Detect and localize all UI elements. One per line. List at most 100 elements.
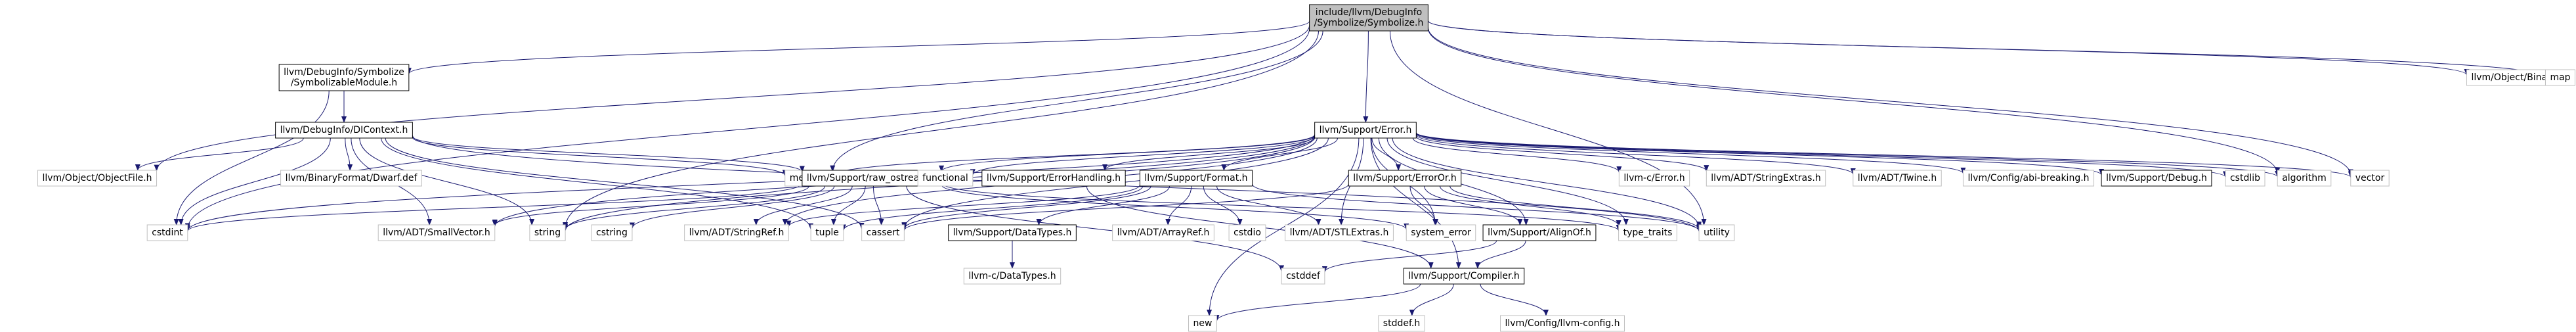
- node-string-extras-h: llvm/ADT/StringExtras.h: [1706, 170, 1826, 187]
- node-cassert: cassert: [861, 224, 905, 241]
- node-dicontext-h[interactable]: llvm/DebugInfo/DIContext.h: [275, 122, 413, 139]
- node-symbolize-h[interactable]: include/llvm/DebugInfo/Symbolize/Symboli…: [1309, 4, 1428, 32]
- node-box: [1314, 122, 1417, 139]
- node-label: llvm/BinaryFormat/Dwarf.def: [286, 173, 418, 183]
- node-box: [146, 224, 188, 241]
- node-label: algorithm: [2282, 173, 2327, 183]
- node-debug-h[interactable]: llvm/Support/Debug.h: [2101, 170, 2212, 187]
- edge-symbolize-h-to-utility: [1389, 30, 1707, 225]
- node-box: [1406, 224, 1476, 241]
- node-error-handling-h[interactable]: llvm/Support/ErrorHandling.h: [981, 170, 1126, 187]
- node-error-h[interactable]: llvm/Support/Error.h: [1314, 122, 1417, 139]
- node-c-data-types-h: llvm-c/DataTypes.h: [963, 268, 1062, 285]
- node-box: [275, 122, 413, 139]
- edge-dicontext-h-to-object-file-h: [135, 137, 304, 171]
- node-type-traits: type_traits: [1618, 224, 1677, 241]
- edge-compiler-h-to-stddef-h: [1409, 283, 1454, 316]
- node-box: [1188, 315, 1217, 332]
- node-compiler-h[interactable]: llvm/Support/Compiler.h: [1403, 268, 1525, 285]
- node-box: [1281, 268, 1325, 285]
- edge-format-h-to-cassert: [901, 185, 1151, 230]
- node-label: cstdio: [1234, 227, 1261, 238]
- edge-raw-ostream-h-to-cassert: [872, 185, 884, 225]
- node-c-error-h: llvm-c/Error.h: [1618, 170, 1690, 187]
- node-label: llvm-c/DataTypes.h: [968, 271, 1056, 281]
- node-vector: vector: [2350, 170, 2390, 187]
- node-box: [278, 64, 410, 91]
- edge-error-h-to-type-traits: [1386, 137, 1629, 225]
- node-label: new: [1193, 318, 1213, 329]
- node-label: llvm/Support/Debug.h: [2106, 173, 2207, 183]
- node-box: [1378, 315, 1425, 332]
- node-label: cstddef: [1286, 271, 1321, 281]
- edge-dicontext-h-to-cstdint: [178, 137, 331, 225]
- edge-error-h-to-vector: [1415, 132, 2353, 178]
- node-box: [1403, 268, 1525, 285]
- node-box: [1618, 170, 1690, 187]
- node-label: llvm/Config/llvm-config.h: [1505, 318, 1620, 329]
- node-label: llvm/ADT/STLExtras.h: [1290, 227, 1389, 238]
- node-label: cstdint: [152, 227, 183, 238]
- node-label: utility: [1704, 227, 1730, 238]
- node-symbolizable-module-h[interactable]: llvm/DebugInfo/Symbolize/SymbolizableMod…: [278, 64, 410, 91]
- node-label: tuple: [815, 227, 839, 238]
- node-box: [1309, 4, 1428, 32]
- edge-dicontext-h-to-raw-ostream-h: [412, 136, 805, 173]
- node-align-of-h[interactable]: llvm/Support/AlignOf.h: [1482, 224, 1597, 241]
- node-box: [861, 224, 905, 241]
- node-label: string: [534, 227, 561, 238]
- node-label: llvm/Support/ErrorHandling.h: [987, 173, 1121, 183]
- node-box: [2101, 170, 2212, 187]
- edge-symbolize-h-to-algorithm: [1427, 28, 2281, 175]
- node-label: include/llvm/DebugInfo: [1316, 7, 1422, 18]
- node-llvm-config-h: llvm/Config/llvm-config.h: [1500, 315, 1625, 332]
- node-label: llvm/Support/raw_ostream.h: [807, 173, 937, 183]
- edge-dicontext-h-to-dwarf-def: [345, 137, 353, 171]
- node-label: system_error: [1411, 227, 1471, 238]
- node-label: llvm/ADT/SmallVector.h: [383, 227, 490, 238]
- node-box: [1962, 170, 2095, 187]
- node-label: llvm/DebugInfo/Symbolize: [284, 67, 404, 78]
- edge-error-or-h-to-type-traits: [1439, 185, 1621, 227]
- edge-error-h-to-algorithm: [1415, 132, 2280, 178]
- edge-format-h-to-data-types-h: [1036, 185, 1170, 225]
- node-box: [1112, 224, 1214, 241]
- node-label: llvm/Support/AlignOf.h: [1488, 227, 1591, 238]
- edge-symbolize-h-to-cstdint: [184, 28, 1310, 230]
- edge-error-or-h-to-system-error: [1409, 185, 1439, 225]
- edge-error-h-to-error-or-h: [1371, 137, 1402, 171]
- node-box: [2350, 170, 2390, 187]
- edge-raw-ostream-h-to-cstring: [630, 185, 835, 229]
- node-functional: functional: [917, 170, 974, 187]
- node-cstring: cstring: [591, 224, 633, 241]
- node-string: string: [529, 224, 566, 241]
- node-label: map: [2550, 72, 2570, 83]
- edge-symbolize-h-to-vector: [1427, 27, 2353, 176]
- edge-error-h-to-twine-h: [1415, 134, 1856, 175]
- node-box: [280, 170, 422, 187]
- edge-symbolizable-module-h-to-cstdint: [173, 90, 330, 225]
- node-format-h[interactable]: llvm/Support/Format.h: [1139, 170, 1253, 187]
- node-stddef-h: stddef.h: [1378, 315, 1425, 332]
- node-label: llvm/DebugInfo/DIContext.h: [280, 125, 408, 135]
- node-box: [963, 268, 1062, 285]
- node-data-types-h[interactable]: llvm/Support/DataTypes.h: [948, 224, 1077, 241]
- node-cstdlib: cstdlib: [2225, 170, 2265, 187]
- edge-format-h-to-string-ref-h: [786, 184, 1140, 227]
- node-box: [810, 224, 844, 241]
- node-box: [529, 224, 566, 241]
- node-error-or-h[interactable]: llvm/Support/ErrorOr.h: [1348, 170, 1462, 187]
- node-box: [37, 170, 158, 187]
- node-box: [2225, 170, 2265, 187]
- node-small-vector-h: llvm/ADT/SmallVector.h: [377, 224, 496, 241]
- edge-raw-ostream-h-to-tuple: [830, 185, 866, 225]
- edge-symbolize-h-to-map: [1427, 20, 2548, 78]
- edge-format-h-to-tuple: [841, 185, 1144, 231]
- edge-raw-ostream-h-to-string: [563, 185, 826, 231]
- edge-symbolize-h-to-object-file-h: [154, 25, 1310, 172]
- node-string-ref-h: llvm/ADT/StringRef.h: [684, 224, 789, 241]
- node-box: [1228, 224, 1266, 241]
- edge-raw-ostream-h-to-cstdint: [185, 183, 803, 232]
- edge-error-or-h-to-cassert: [901, 183, 1349, 231]
